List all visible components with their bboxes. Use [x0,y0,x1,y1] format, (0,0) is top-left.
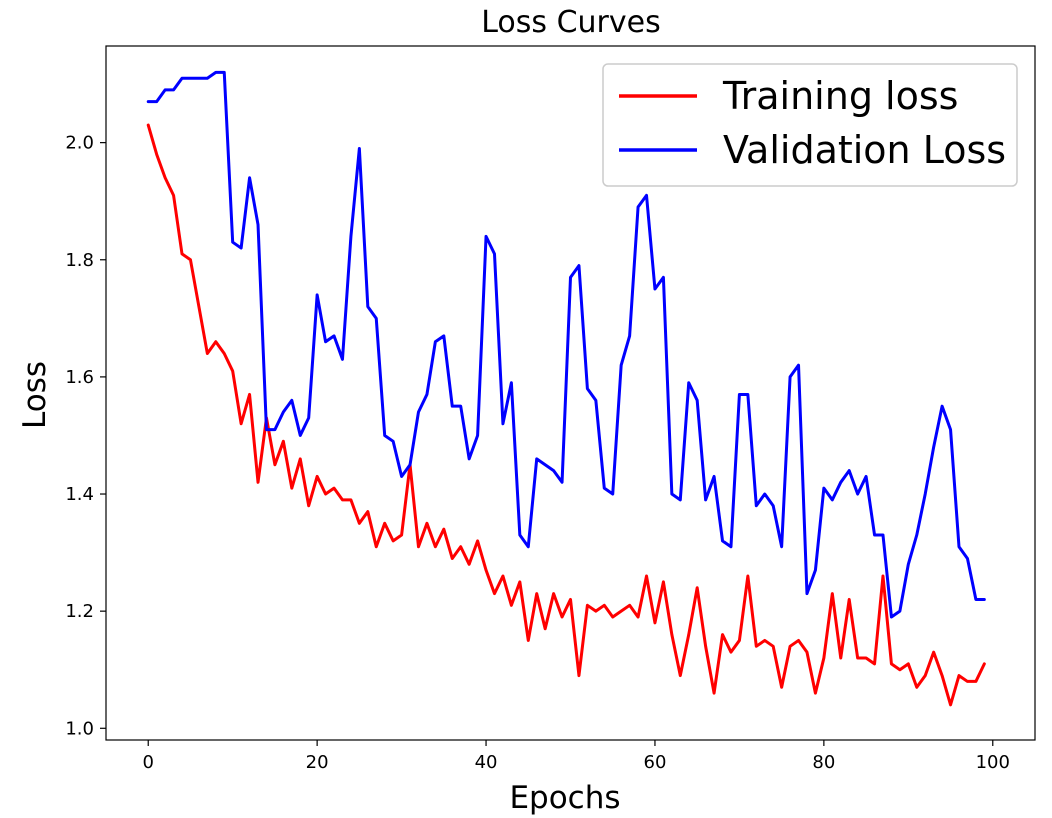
x-tick-label: 80 [812,752,835,773]
y-tick-label: 1.6 [65,367,94,388]
x-tick-label: 20 [306,752,329,773]
series-line-training-loss [146,123,986,707]
y-tick-label: 1.4 [65,484,94,505]
y-tick-label: 1.0 [65,718,94,739]
legend-box [602,63,1018,187]
plot-frame [105,45,1036,741]
y-tick-label: 1.2 [65,601,94,622]
series-layer [146,70,986,707]
y-axis-label: Loss [17,361,53,429]
x-tick-label: 0 [143,752,154,773]
y-tick-label: 1.8 [65,250,94,271]
x-tick-label: 40 [475,752,498,773]
x-axis-label: Epochs [509,780,620,816]
legend-label-training-loss: Training loss [722,74,958,118]
y-tick-label: 2.0 [65,133,94,154]
ticks-layer: 0 20 40 60 80 100 1.0 1.2 1.4 1.6 1.8 2.0 [65,133,1010,773]
legend-label-validation-loss: Validation Loss [723,128,1006,172]
chart-title: Loss Curves [481,5,660,40]
series-line-validation-loss [146,70,986,619]
x-tick-label: 100 [976,752,1010,773]
legend: Training loss Validation Loss [602,63,1018,187]
x-tick-label: 60 [644,752,667,773]
